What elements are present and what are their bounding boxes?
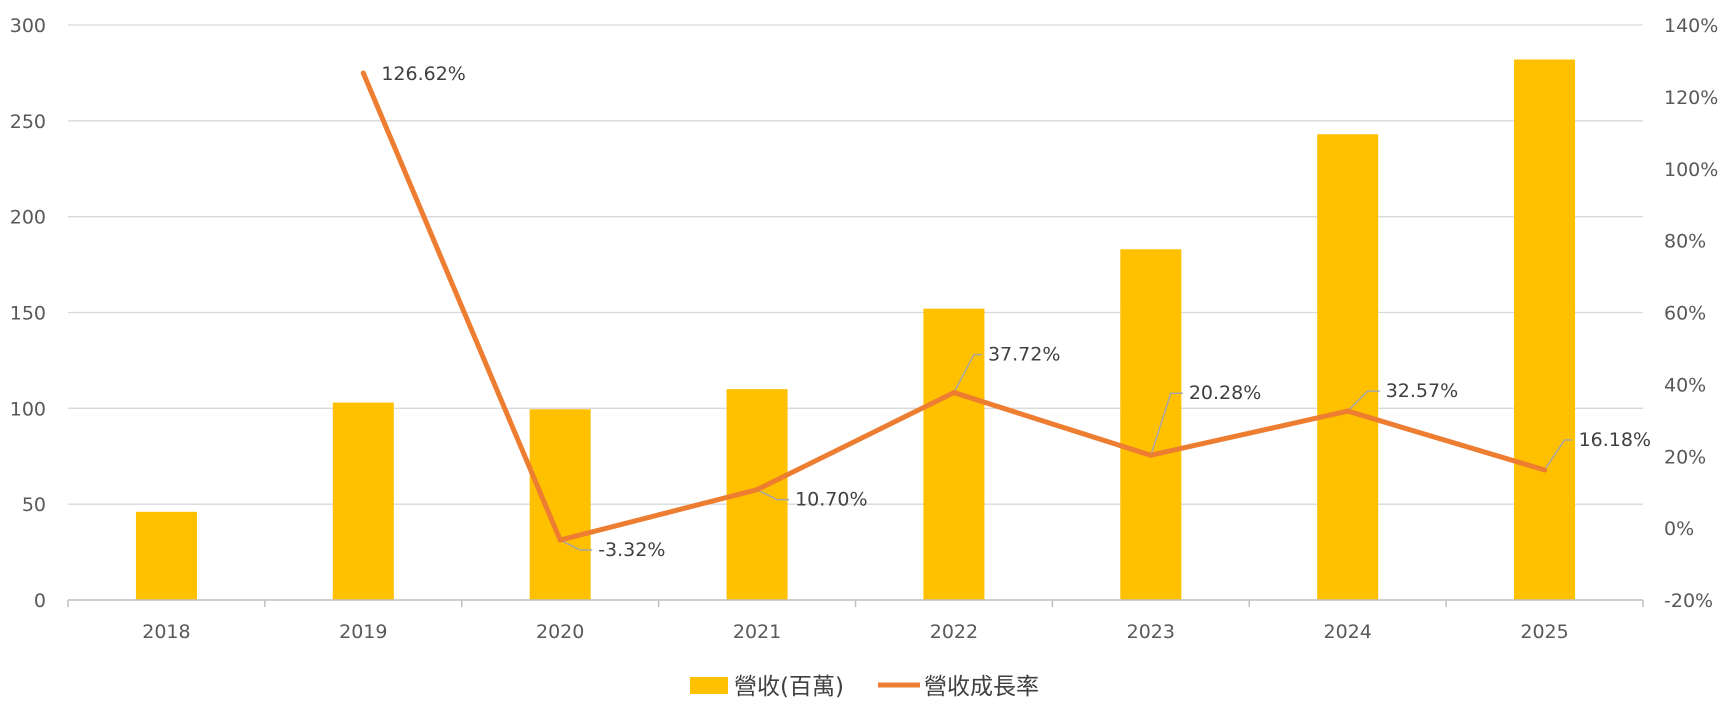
y-left-tick-label: 100 <box>10 398 46 420</box>
y-left-tick-label: 50 <box>22 494 46 516</box>
x-tick-label: 2025 <box>1520 621 1568 643</box>
growth-point <box>1148 452 1154 458</box>
growth-point <box>1542 467 1548 473</box>
revenue-bar <box>332 402 394 600</box>
grid-lines <box>68 24 1643 505</box>
revenue-bar <box>923 308 985 600</box>
line-series <box>360 70 1548 543</box>
data-label-leader <box>953 353 982 393</box>
y-left-tick-label: 200 <box>10 207 46 229</box>
data-label-leader <box>1543 439 1573 471</box>
growth-point <box>754 487 760 493</box>
data-label-leader <box>559 539 593 551</box>
x-tick-label: 2018 <box>142 621 190 643</box>
y-right-tick-label: 60% <box>1664 303 1706 325</box>
y-left-tick-label: 250 <box>10 111 46 133</box>
data-label-leader <box>1150 392 1183 456</box>
growth-data-label: 20.28% <box>1189 382 1261 404</box>
y-left-tick-label: 300 <box>10 15 46 37</box>
legend: 營收(百萬) 營收成長率 <box>690 674 1039 700</box>
y-right-tick-label: 40% <box>1664 374 1706 396</box>
x-tick-label: 2020 <box>536 621 584 643</box>
bar-series <box>135 59 1576 600</box>
legend-swatch-revenue <box>690 677 728 694</box>
x-tick-label: 2022 <box>930 621 978 643</box>
data-label-leader <box>1347 390 1380 412</box>
growth-data-label: 16.18% <box>1579 429 1651 451</box>
revenue-bar <box>1514 59 1576 600</box>
x-tick-label: 2019 <box>339 621 387 643</box>
revenue-bar <box>1120 249 1182 600</box>
revenue-bar <box>529 409 591 600</box>
growth-point <box>360 70 366 76</box>
y-right-tick-label: 100% <box>1664 159 1718 181</box>
growth-point <box>557 537 563 543</box>
growth-data-label: 126.62% <box>381 63 466 85</box>
x-tick-label: 2023 <box>1127 621 1175 643</box>
y-right-tick-label: 80% <box>1664 231 1706 253</box>
revenue-bar <box>1317 134 1379 600</box>
x-tick-label: 2021 <box>733 621 781 643</box>
y-right-tick-label: 0% <box>1664 518 1694 540</box>
legend-label-growth: 營收成長率 <box>924 674 1039 700</box>
growth-data-label: 32.57% <box>1386 380 1458 402</box>
y-left-tick-label: 0 <box>34 590 46 612</box>
growth-point <box>951 390 957 396</box>
revenue-bar <box>135 511 197 600</box>
x-tick-label: 2024 <box>1324 621 1372 643</box>
growth-data-label: 37.72% <box>988 344 1060 366</box>
y-left-tick-label: 150 <box>10 303 46 325</box>
leader-lines <box>559 353 1573 551</box>
growth-data-label: -3.32% <box>598 539 665 561</box>
growth-data-label: 10.70% <box>795 489 867 511</box>
legend-label-revenue: 營收(百萬) <box>734 674 844 700</box>
axes: 0 50 100 150 200 250 300 -20% 0% 20% 40% 60% 80% 100%… <box>10 15 1719 643</box>
y-right-tick-label: -20% <box>1664 590 1713 612</box>
data-labels: 126.62% -3.32% 10.70% 37.72% 20.28% 32.57% 16.… <box>381 63 1651 561</box>
y-right-tick-label: 120% <box>1664 87 1718 109</box>
growth-point <box>1345 408 1351 414</box>
data-label-leader <box>756 489 790 501</box>
y-right-tick-label: 140% <box>1664 15 1718 37</box>
y-right-tick-label: 20% <box>1664 446 1706 468</box>
